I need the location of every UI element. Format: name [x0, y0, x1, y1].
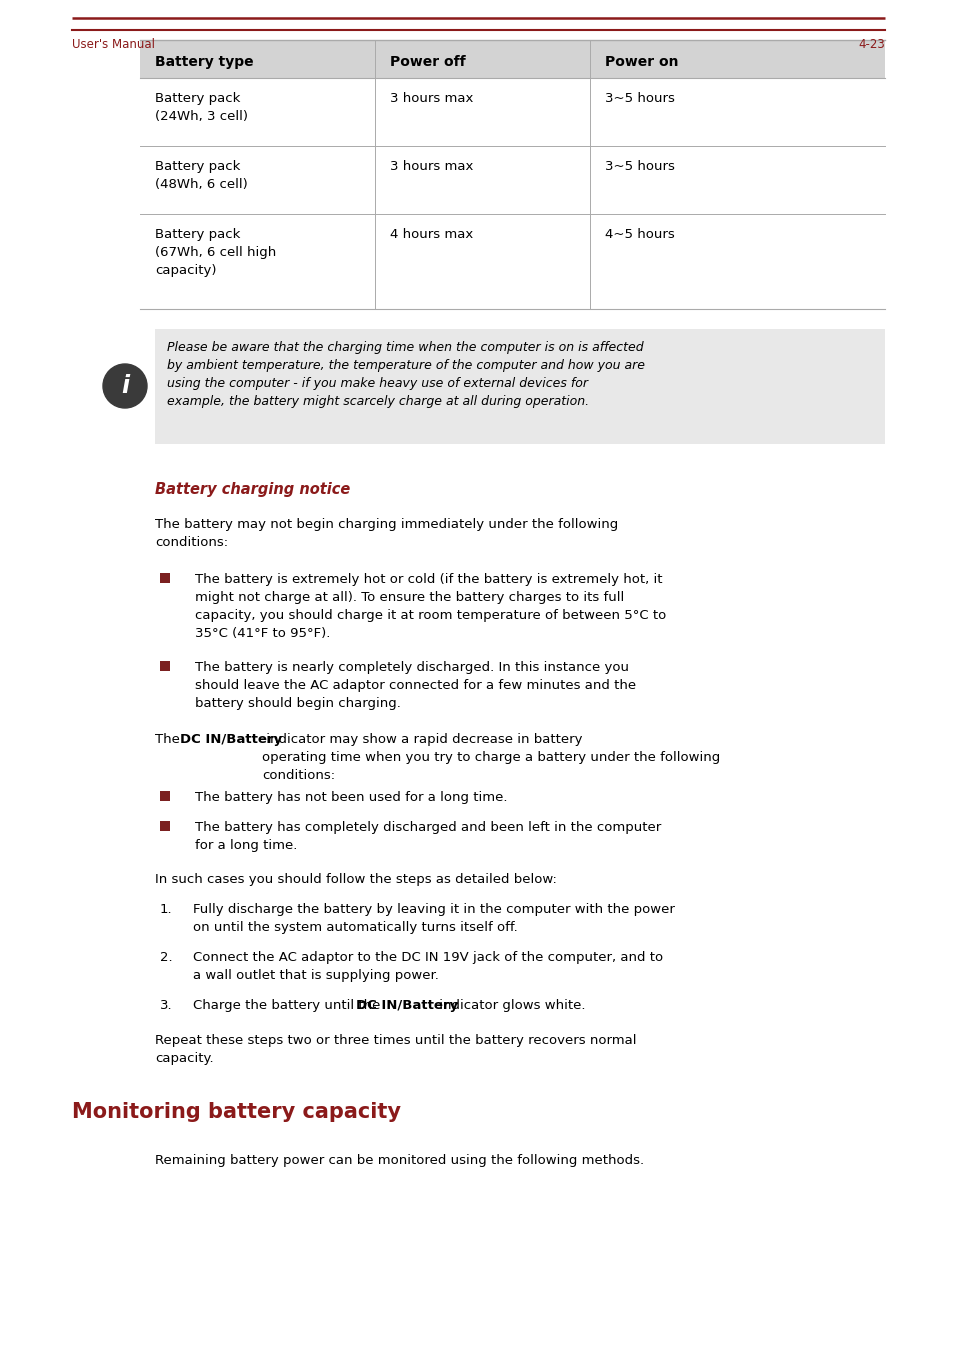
Text: Power off: Power off: [390, 55, 465, 69]
Text: Battery type: Battery type: [154, 55, 253, 69]
Bar: [140, 40, 884, 78]
Text: The battery has completely discharged and been left in the computer
for a long t: The battery has completely discharged an…: [194, 820, 660, 851]
Text: Battery charging notice: Battery charging notice: [154, 482, 350, 498]
Text: In such cases you should follow the steps as detailed below:: In such cases you should follow the step…: [154, 873, 557, 886]
Text: Battery pack
(48Wh, 6 cell): Battery pack (48Wh, 6 cell): [154, 160, 248, 191]
Text: The: The: [154, 733, 184, 746]
Text: 3 hours max: 3 hours max: [390, 160, 473, 174]
Text: 4-23: 4-23: [858, 38, 884, 51]
Text: Charge the battery until the: Charge the battery until the: [193, 999, 384, 1011]
Text: Fully discharge the battery by leaving it in the computer with the power
on unti: Fully discharge the battery by leaving i…: [193, 902, 674, 933]
Bar: [154, 330, 884, 444]
Text: DC IN/Battery: DC IN/Battery: [180, 733, 282, 746]
Text: The battery is extremely hot or cold (if the battery is extremely hot, it
might : The battery is extremely hot or cold (if…: [194, 573, 665, 640]
Text: 3 hours max: 3 hours max: [390, 91, 473, 105]
Bar: [160, 791, 170, 802]
Text: DC IN/Battery: DC IN/Battery: [355, 999, 457, 1011]
Text: 3~5 hours: 3~5 hours: [604, 91, 674, 105]
Text: 1.: 1.: [160, 902, 172, 916]
Bar: [160, 573, 170, 582]
Text: 4 hours max: 4 hours max: [390, 229, 473, 241]
Text: indicator glows white.: indicator glows white.: [435, 999, 585, 1011]
Text: Connect the AC adaptor to the DC IN 19V jack of the computer, and to
a wall outl: Connect the AC adaptor to the DC IN 19V …: [193, 951, 662, 982]
Text: Battery pack
(67Wh, 6 cell high
capacity): Battery pack (67Wh, 6 cell high capacity…: [154, 229, 276, 277]
Text: The battery is nearly completely discharged. In this instance you
should leave t: The battery is nearly completely dischar…: [194, 660, 636, 710]
Text: Please be aware that the charging time when the computer is on is affected
by am: Please be aware that the charging time w…: [167, 342, 644, 408]
Text: Remaining battery power can be monitored using the following methods.: Remaining battery power can be monitored…: [154, 1154, 643, 1167]
Text: i: i: [121, 374, 129, 398]
Text: The battery may not begin charging immediately under the following
conditions:: The battery may not begin charging immed…: [154, 518, 618, 549]
Text: User's Manual: User's Manual: [71, 38, 154, 51]
Text: Power on: Power on: [604, 55, 678, 69]
Text: The battery has not been used for a long time.: The battery has not been used for a long…: [194, 791, 507, 804]
Text: Monitoring battery capacity: Monitoring battery capacity: [71, 1102, 400, 1122]
Text: 3~5 hours: 3~5 hours: [604, 160, 674, 174]
Text: Battery pack
(24Wh, 3 cell): Battery pack (24Wh, 3 cell): [154, 91, 248, 122]
Circle shape: [103, 364, 147, 408]
Bar: [160, 820, 170, 831]
Text: 2.: 2.: [160, 951, 172, 964]
Text: indicator may show a rapid decrease in battery
operating time when you try to ch: indicator may show a rapid decrease in b…: [262, 733, 720, 781]
Text: 3.: 3.: [160, 999, 172, 1011]
Text: Repeat these steps two or three times until the battery recovers normal
capacity: Repeat these steps two or three times un…: [154, 1034, 636, 1065]
Bar: [160, 660, 170, 671]
Text: 4~5 hours: 4~5 hours: [604, 229, 674, 241]
